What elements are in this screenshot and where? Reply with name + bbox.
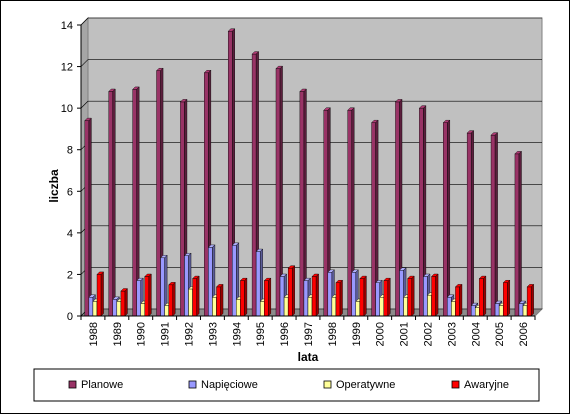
bars — [84, 28, 535, 317]
bar-Planowe-2004 — [466, 130, 475, 317]
legend-item-Planowe: Planowe — [68, 379, 123, 391]
x-axis-title: lata — [298, 350, 319, 364]
y-tick-label: 4 — [67, 228, 73, 240]
legend-swatch — [188, 380, 197, 389]
x-tick-label: 1996 — [279, 322, 291, 346]
x-tick-label: 2006 — [518, 322, 530, 346]
bar-Awaryjne-1994 — [239, 277, 248, 317]
legend-label: Planowe — [81, 379, 123, 391]
bar-Planowe-1988 — [84, 117, 92, 317]
x-tick-label: 1995 — [255, 322, 267, 346]
gridline-side — [80, 59, 89, 67]
bar-Awaryjne-1988 — [96, 271, 105, 317]
bar-Awaryjne-1992 — [192, 275, 200, 317]
x-tick-label: 1990 — [136, 322, 148, 346]
x-tick-label: 1988 — [88, 322, 100, 346]
legend-item-Operatywne: Operatywne — [323, 379, 395, 391]
x-tick-label: 1993 — [207, 322, 219, 346]
bar-Awaryjne-2006 — [526, 283, 535, 317]
bar-Awaryjne-1998 — [335, 279, 344, 317]
x-tick-label: 1991 — [160, 322, 172, 346]
x-tick-label: 2001 — [399, 322, 411, 346]
y-tick-label: 10 — [61, 103, 73, 115]
legend-swatch — [68, 380, 77, 389]
y-tick-label: 12 — [61, 62, 73, 74]
x-tick-label: 1998 — [327, 322, 339, 346]
bar-Planowe-1997 — [299, 88, 307, 317]
legend-swatch — [323, 380, 332, 389]
legend-label: Awaryjne — [464, 379, 509, 391]
bar-Awaryjne-1993 — [216, 283, 224, 317]
x-tick-label: 1989 — [112, 322, 124, 346]
bar-Awaryjne-2001 — [407, 275, 415, 317]
legend-label: Operatywne — [336, 379, 395, 391]
legend-label: Napięciowe — [201, 379, 258, 391]
bar-Planowe-2003 — [442, 119, 451, 317]
legend: Planowe Napięciowe Operatywne Awaryjne — [68, 379, 509, 391]
bar-Awaryjne-1996 — [287, 265, 296, 317]
y-tick-label: 0 — [67, 311, 73, 323]
y-tick-label: 14 — [61, 20, 73, 32]
gridline-side — [80, 17, 89, 26]
bar-Planowe-1989 — [108, 88, 116, 317]
x-tick-label: 2003 — [446, 322, 458, 346]
legend-swatch — [451, 380, 460, 389]
x-tick-label: 1992 — [184, 322, 196, 346]
x-tick-label: 1999 — [351, 322, 363, 346]
bar-Planowe-2005 — [490, 132, 499, 317]
x-tick-label: 2000 — [375, 322, 387, 346]
x-tick-labels: 1988 1989 1990 1991 1992 1993 1994 1995 1996 1997… — [88, 322, 530, 346]
x-tick-label: 2002 — [422, 322, 434, 346]
bar-Planowe-2006 — [514, 150, 522, 317]
bar-Awaryjne-1999 — [359, 275, 367, 317]
y-axis-title: liczba — [47, 169, 61, 203]
bar-Awaryjne-1989 — [120, 288, 128, 317]
bar-Awaryjne-1991 — [168, 281, 176, 317]
bar-Awaryjne-1997 — [311, 273, 320, 317]
bar-Awaryjne-1995 — [263, 277, 272, 317]
bar-Planowe-1999 — [347, 107, 355, 317]
bar-Awaryjne-2002 — [431, 273, 439, 317]
legend-item-Napięciowe: Napięciowe — [188, 379, 258, 391]
y-tick-label: 2 — [67, 269, 73, 281]
y-tick-labels: 0 2 4 6 8 10 12 14 — [61, 20, 73, 323]
y-tick-label: 6 — [67, 186, 73, 198]
bar-Awaryjne-2003 — [454, 283, 463, 317]
bar-Awaryjne-2000 — [383, 277, 391, 317]
axes — [77, 24, 536, 320]
gridline-side — [80, 100, 89, 109]
x-tick-label: 2004 — [470, 322, 482, 346]
bar-Awaryjne-2004 — [478, 275, 487, 317]
x-tick-label: 1997 — [303, 322, 315, 346]
x-tick-label: 2005 — [494, 322, 506, 346]
bar-Awaryjne-2005 — [502, 279, 511, 317]
x-tick-label: 1994 — [231, 322, 243, 346]
legend-item-Awaryjne: Awaryjne — [451, 379, 509, 391]
bar-Planowe-2001 — [394, 98, 403, 317]
y-tick-label: 8 — [67, 145, 73, 157]
bar-Awaryjne-1990 — [144, 273, 152, 317]
